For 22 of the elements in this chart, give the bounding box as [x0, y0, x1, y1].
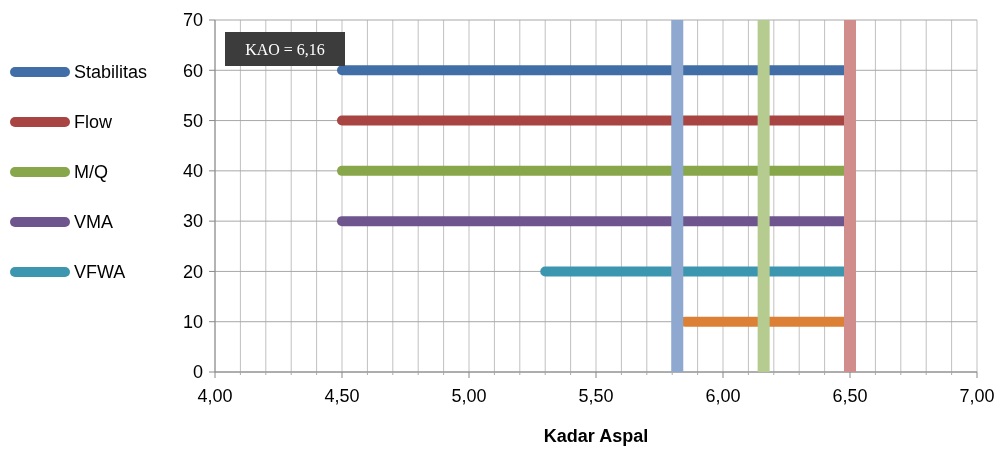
y-tick-label: 20 — [182, 261, 203, 282]
legend-label: M/Q — [74, 162, 108, 183]
y-tick-label: 70 — [182, 10, 203, 31]
y-tick-label: 50 — [182, 110, 203, 131]
legend-label: VFWA — [74, 262, 126, 283]
x-tick-label: 5,50 — [578, 386, 614, 406]
x-axis-title: Kadar Aspal — [543, 426, 649, 446]
x-tick-label: 4,50 — [324, 386, 360, 406]
y-tick-label: 60 — [182, 60, 203, 81]
annotation: KAO = 6,16 — [245, 40, 325, 58]
legend-label: Stabilitas — [74, 62, 148, 83]
y-tick-label: 30 — [182, 211, 203, 232]
x-tick-label: 4,00 — [197, 386, 233, 406]
x-tick-label: 5,00 — [451, 386, 487, 406]
y-tick-label: 40 — [182, 161, 203, 182]
x-tick-label: 6,00 — [705, 386, 741, 406]
x-tick-label: 7,00 — [959, 386, 995, 406]
legend-label: VMA — [74, 212, 114, 233]
y-tick-label: 0 — [192, 362, 203, 383]
x-tick-label: 6,50 — [832, 386, 868, 406]
y-tick-label: 10 — [182, 312, 203, 333]
legend-label: Flow — [74, 112, 113, 133]
